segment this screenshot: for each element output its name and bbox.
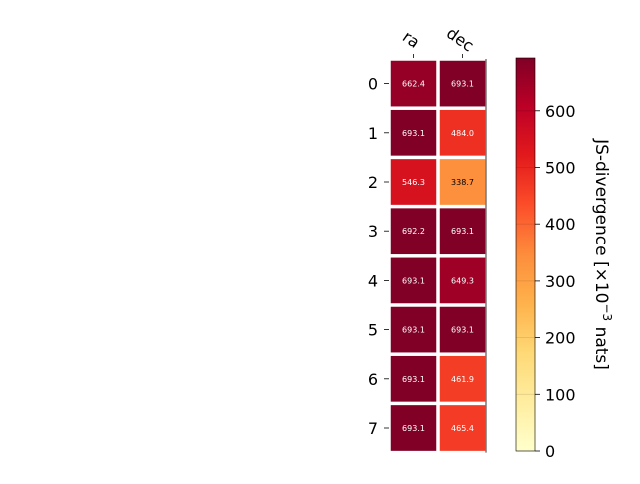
column-labels: ra dec bbox=[399, 23, 477, 58]
cell-value-label: 693.1 bbox=[451, 326, 474, 335]
row-label: 5 bbox=[368, 321, 378, 340]
heatmap-cell bbox=[438, 256, 487, 305]
colorbar-label: JS-divergence [×10−3 nats] bbox=[591, 138, 614, 370]
cell-value-label: 693.1 bbox=[402, 129, 425, 138]
column-label: ra bbox=[399, 27, 423, 52]
cell-value-label: 693.1 bbox=[451, 80, 474, 89]
cell-value-label: 461.9 bbox=[451, 375, 474, 384]
heatmap-cell bbox=[389, 108, 438, 158]
cell-value-label: 662.4 bbox=[402, 80, 425, 89]
row-label: 3 bbox=[368, 222, 378, 241]
cell-value-label: 693.1 bbox=[402, 375, 425, 384]
colorbar-label-exponent: −3 bbox=[600, 303, 614, 321]
heatmap-cells: 662.4 693.1 693.1 484.0 546.3 338.7 692.2 693.1… bbox=[389, 59, 487, 453]
heatmap-cell bbox=[389, 256, 438, 305]
colorbar-tick-label: 0 bbox=[545, 442, 555, 461]
cell-value-label: 465.4 bbox=[451, 424, 474, 433]
colorbar-tick-label: 400 bbox=[545, 215, 576, 234]
row-label: 6 bbox=[368, 370, 378, 389]
cell-value-label: 693.1 bbox=[402, 424, 425, 433]
heatmap-cell bbox=[389, 59, 438, 108]
heatmap-cell bbox=[438, 403, 487, 453]
heatmap-cell bbox=[438, 157, 487, 207]
cell-value-label: 693.1 bbox=[402, 276, 425, 285]
heatmap-cell bbox=[389, 157, 438, 207]
colorbar-ticks: 0 100 200 300 400 500 600 bbox=[516, 102, 576, 461]
heatmap-cell bbox=[438, 59, 487, 108]
colorbar-tick-label: 500 bbox=[545, 158, 576, 177]
cell-value-label: 693.1 bbox=[402, 326, 425, 335]
cell-value-label: 546.3 bbox=[402, 178, 425, 187]
colorbar-tick-label: 600 bbox=[545, 102, 576, 121]
colorbar-tick-label: 300 bbox=[545, 272, 576, 291]
heatmap-cell bbox=[389, 403, 438, 453]
colorbar bbox=[515, 57, 536, 452]
heatmap-cell bbox=[389, 206, 438, 256]
cell-value-label: 649.3 bbox=[451, 276, 474, 285]
heatmap-cell bbox=[438, 354, 487, 404]
colorbar-tick-label: 200 bbox=[545, 329, 576, 348]
row-label: 4 bbox=[368, 271, 378, 290]
heatmap-cell bbox=[389, 305, 438, 354]
column-label: dec bbox=[443, 23, 477, 55]
colorbar-tick-label: 100 bbox=[545, 385, 576, 404]
cell-value-label: 693.1 bbox=[451, 227, 474, 236]
cell-value-label: 484.0 bbox=[451, 129, 474, 138]
colorbar-label-tail: nats] bbox=[591, 321, 611, 370]
colorbar-label-main: JS-divergence [×10 bbox=[591, 138, 611, 303]
row-labels: 0 1 2 3 4 5 6 7 bbox=[368, 75, 389, 438]
row-label: 1 bbox=[368, 124, 378, 143]
row-label: 0 bbox=[368, 75, 378, 94]
heatmap-cell bbox=[389, 354, 438, 404]
row-label: 2 bbox=[368, 173, 378, 192]
cell-value-label: 338.7 bbox=[451, 178, 474, 187]
heatmap-cell bbox=[438, 206, 487, 256]
cell-value-label: 692.2 bbox=[402, 227, 425, 236]
row-label: 7 bbox=[368, 419, 378, 438]
heatmap-cell bbox=[438, 305, 487, 354]
